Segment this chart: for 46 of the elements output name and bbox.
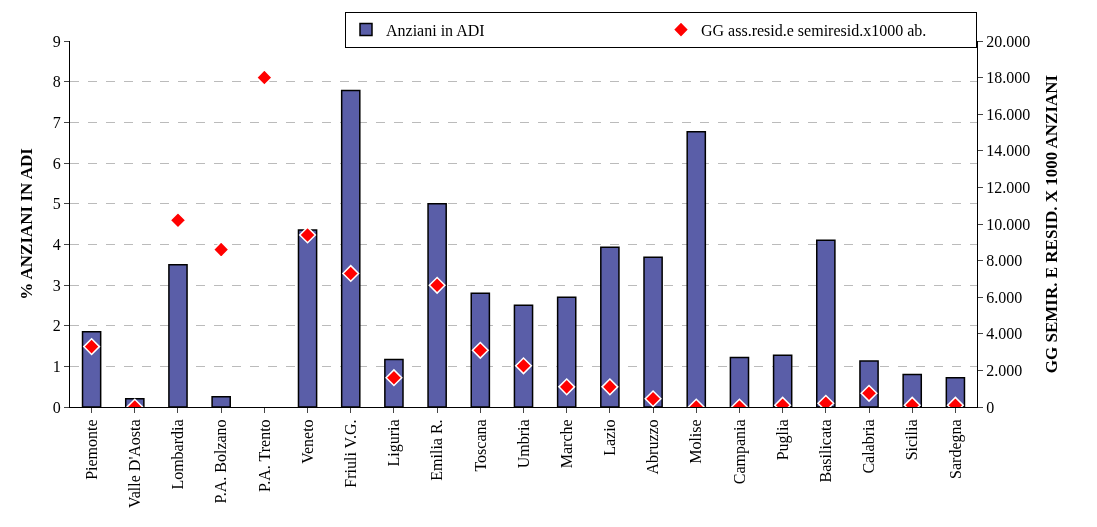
- legend-label: GG ass.resid.e semiresid.x1000 ab.: [701, 21, 927, 39]
- y2-tick-label: 20.000: [986, 32, 1031, 50]
- x-tick-label: Emilia R.: [428, 419, 446, 481]
- y2-tick-label: 10.000: [986, 215, 1031, 233]
- x-tick-label: Sardegna: [946, 419, 965, 479]
- y-tick-label: 6: [52, 154, 61, 172]
- x-tick-label: Calabria: [860, 419, 878, 474]
- x-tick-label: Puglia: [773, 419, 792, 461]
- x-tick-label: Piemonte: [82, 419, 100, 480]
- y-tick-label: 5: [52, 195, 61, 213]
- x-tick-label: P.A. Bolzano: [212, 419, 230, 504]
- x-tick-label: Umbria: [514, 419, 532, 469]
- y2-tick-label: 0: [986, 398, 995, 416]
- y2-tick-label: 14.000: [986, 142, 1031, 160]
- y2-tick-label: 12.000: [986, 179, 1031, 196]
- x-tick-label: Abruzzo: [644, 419, 662, 475]
- y2-tick-label: 8.000: [986, 252, 1023, 270]
- y2-tick-label: 16.000: [986, 105, 1031, 123]
- x-tick-label: Campania: [730, 419, 749, 485]
- y2-axis-title: GG SEMIR. E RESID. X 1000 ANZIANI: [1041, 74, 1061, 374]
- x-tick-label: Friuli V.G.: [341, 419, 359, 488]
- x-tick-label: Lombardia: [169, 419, 187, 490]
- y-axis-title: % ANZIANI IN ADI: [17, 147, 37, 300]
- y-tick-label: 3: [52, 276, 61, 294]
- x-tick-label: Lazio: [601, 419, 619, 456]
- y-tick-label: 7: [52, 113, 61, 131]
- x-tick-label: Basilicata: [817, 419, 835, 483]
- y2-tick-label: 18.000: [986, 69, 1031, 87]
- y-tick-label: 8: [52, 73, 61, 91]
- x-tick-label: Veneto: [298, 419, 316, 464]
- x-tick-label: Sicilia: [903, 419, 921, 461]
- x-tick-label: Marche: [557, 419, 575, 469]
- y-tick-label: 0: [52, 398, 61, 416]
- y-tick-label: 2: [52, 317, 61, 335]
- y2-tick-label: 2.000: [986, 362, 1023, 379]
- legend-label: Anziani in ADI: [386, 21, 485, 39]
- x-tick-label: Liguria: [385, 419, 404, 467]
- x-tick-label: Valle D'Aosta: [125, 419, 143, 509]
- x-tick-label: P.A. Trento: [255, 419, 273, 492]
- y-tick-label: 1: [52, 357, 61, 375]
- y-tick-label: 4: [52, 235, 61, 253]
- x-tick-label: Toscana: [471, 419, 489, 472]
- x-tick-label: Molise: [687, 419, 705, 464]
- y-tick-label: 9: [52, 32, 61, 50]
- y2-tick-label: 6.000: [986, 288, 1023, 306]
- y2-tick-label: 4.000: [986, 325, 1023, 343]
